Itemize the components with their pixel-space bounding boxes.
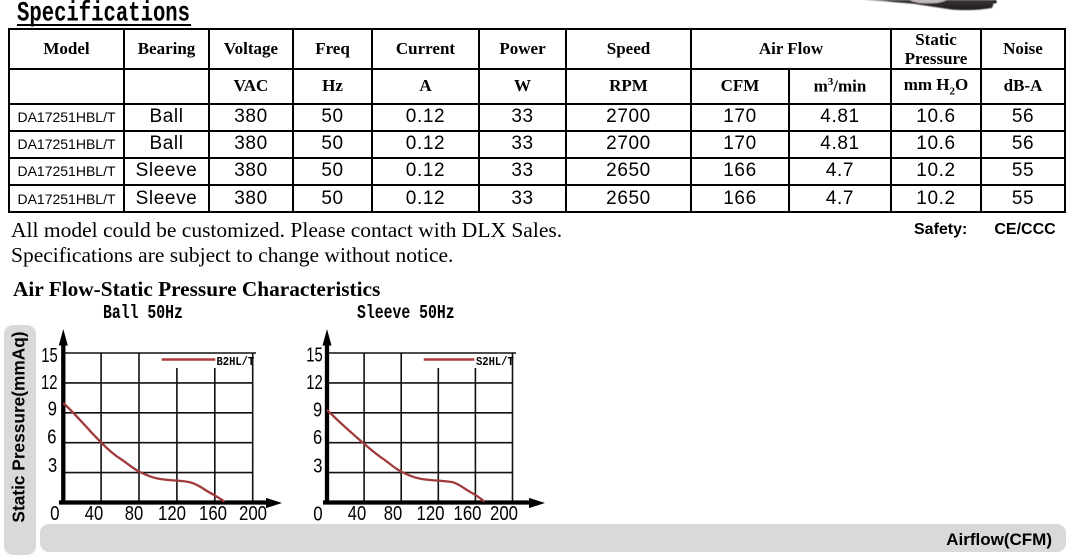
svg-text:200: 200 — [490, 503, 518, 525]
svg-text:15: 15 — [306, 345, 323, 367]
svg-text:0: 0 — [50, 503, 59, 525]
svg-text:6: 6 — [47, 427, 56, 449]
svg-text:160: 160 — [454, 503, 482, 525]
svg-text:80: 80 — [384, 503, 402, 525]
svg-text:200: 200 — [239, 503, 267, 525]
svg-text:9: 9 — [48, 399, 57, 421]
svg-text:0: 0 — [313, 504, 322, 526]
svg-text:160: 160 — [199, 503, 227, 525]
svg-text:120: 120 — [417, 503, 445, 525]
svg-text:12: 12 — [41, 372, 58, 394]
svg-text:B2HL/T: B2HL/T — [217, 356, 255, 369]
svg-text:40: 40 — [85, 503, 103, 525]
svg-text:80: 80 — [125, 503, 143, 525]
svg-text:40: 40 — [348, 503, 366, 525]
svg-text:6: 6 — [313, 427, 322, 449]
svg-text:12: 12 — [306, 372, 323, 394]
svg-text:3: 3 — [48, 455, 57, 477]
svg-text:S2HL/T: S2HL/T — [476, 356, 514, 369]
svg-text:120: 120 — [158, 503, 186, 525]
svg-text:3: 3 — [313, 456, 322, 478]
svg-text:15: 15 — [41, 345, 58, 367]
svg-text:9: 9 — [313, 400, 322, 422]
